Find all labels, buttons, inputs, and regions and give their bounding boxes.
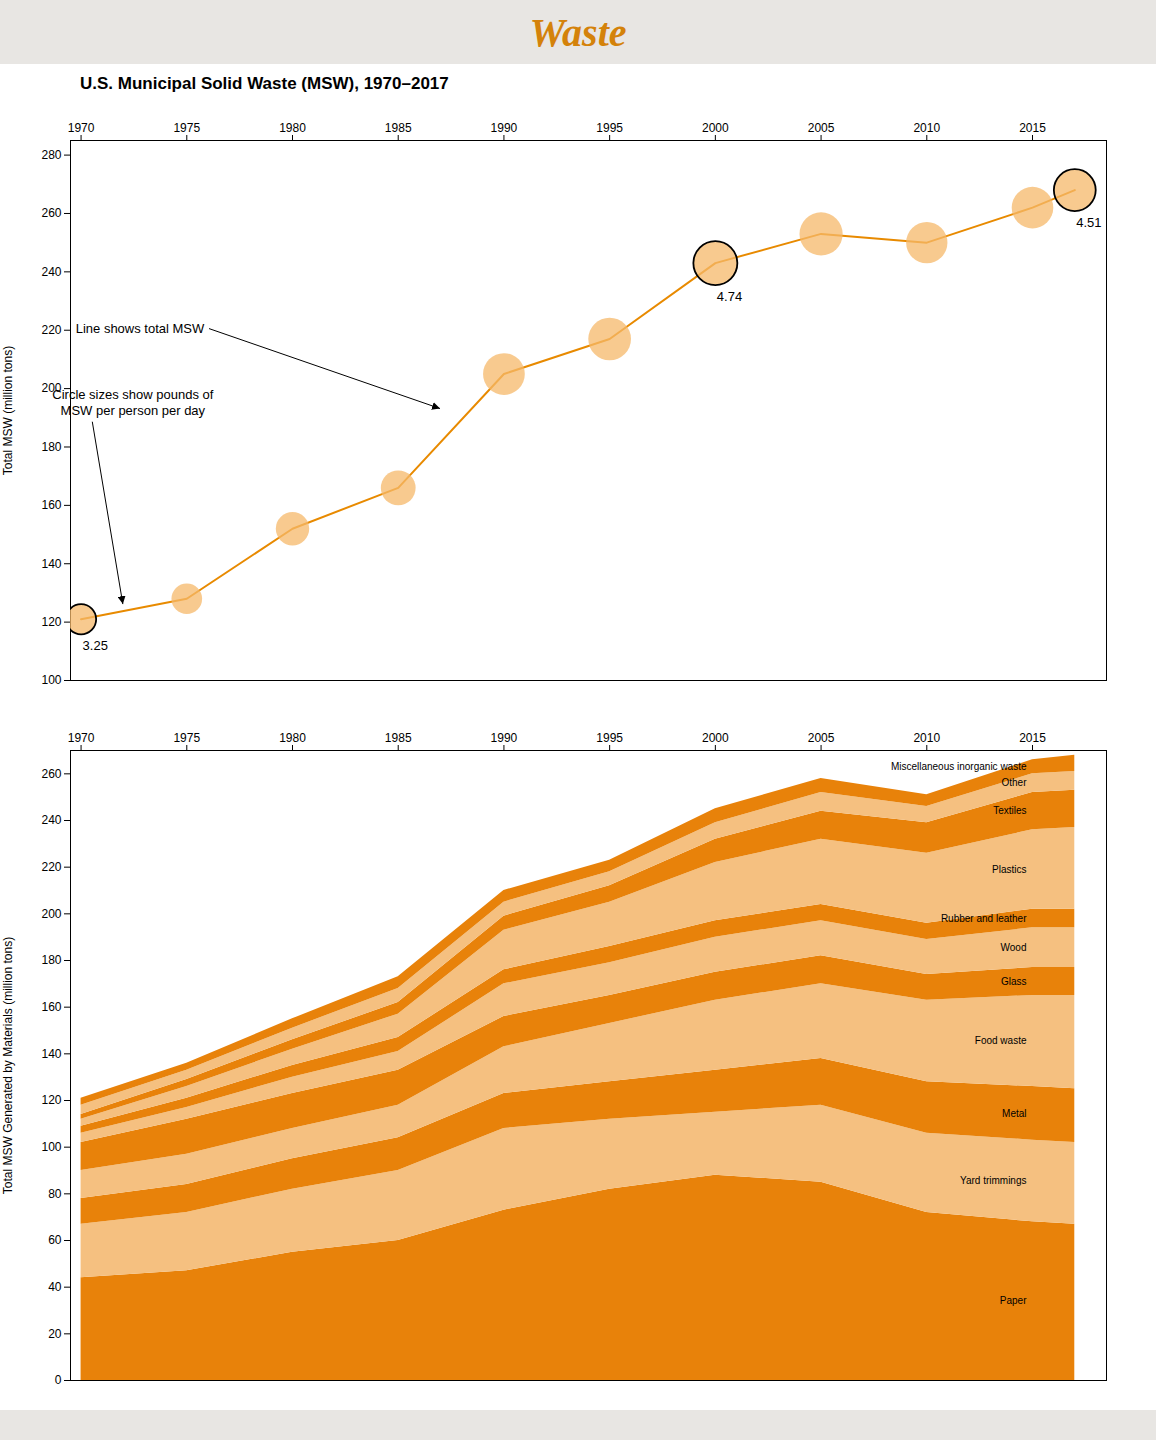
svg-text:200: 200 (41, 907, 61, 921)
svg-text:1990: 1990 (491, 121, 518, 135)
svg-text:Total MSW (million tons): Total MSW (million tons) (1, 346, 15, 475)
svg-text:160: 160 (41, 1000, 61, 1014)
svg-text:Miscellaneous inorganic waste: Miscellaneous inorganic waste (891, 761, 1027, 772)
svg-text:1980: 1980 (279, 731, 306, 745)
svg-text:220: 220 (41, 323, 61, 337)
svg-text:3.25: 3.25 (83, 638, 108, 653)
svg-text:1975: 1975 (173, 731, 200, 745)
svg-text:1985: 1985 (385, 121, 412, 135)
svg-text:2000: 2000 (702, 121, 729, 135)
svg-text:1985: 1985 (385, 731, 412, 745)
svg-text:140: 140 (41, 1047, 61, 1061)
svg-text:1975: 1975 (173, 121, 200, 135)
svg-text:1970: 1970 (68, 731, 95, 745)
svg-text:2010: 2010 (913, 731, 940, 745)
svg-text:280: 280 (41, 148, 61, 162)
svg-text:20: 20 (48, 1327, 62, 1341)
html-text:U.S. Municipal Solid Waste (MS: U.S. Municipal Solid Waste (MSW), 1970–2… (80, 74, 449, 93)
svg-text:160: 160 (41, 498, 61, 512)
svg-text:180: 180 (41, 440, 61, 454)
svg-text:2010: 2010 (913, 121, 940, 135)
svg-text:Rubber and leather: Rubber and leather (941, 913, 1027, 924)
svg-text:Line shows total MSW: Line shows total MSW (76, 321, 205, 336)
svg-text:120: 120 (41, 1093, 61, 1107)
svg-text:Metal: Metal (1002, 1108, 1026, 1119)
svg-text:1970: 1970 (68, 121, 95, 135)
svg-text:1995: 1995 (596, 121, 623, 135)
svg-text:Wood: Wood (1001, 942, 1027, 953)
svg-text:140: 140 (41, 557, 61, 571)
svg-text:2000: 2000 (702, 731, 729, 745)
svg-text:Yard trimmings: Yard trimmings (960, 1175, 1027, 1186)
svg-text:Glass: Glass (1001, 976, 1027, 987)
svg-text:4.74: 4.74 (717, 289, 742, 304)
svg-text:80: 80 (48, 1187, 62, 1201)
svg-text:Circle sizes show pounds ofMSW: Circle sizes show pounds ofMSW per perso… (52, 387, 214, 418)
svg-text:1995: 1995 (596, 731, 623, 745)
svg-text:180: 180 (41, 953, 61, 967)
svg-text:40: 40 (48, 1280, 62, 1294)
svg-text:0: 0 (55, 1373, 62, 1387)
svg-text:2005: 2005 (808, 731, 835, 745)
svg-text:100: 100 (41, 673, 61, 687)
svg-text:100: 100 (41, 1140, 61, 1154)
svg-text:4.51: 4.51 (1076, 215, 1101, 230)
svg-text:60: 60 (48, 1233, 62, 1247)
svg-text:Food waste: Food waste (975, 1035, 1027, 1046)
svg-text:Textiles: Textiles (993, 805, 1026, 816)
svg-text:Plastics: Plastics (992, 864, 1026, 875)
svg-text:220: 220 (41, 860, 61, 874)
svg-text:240: 240 (41, 265, 61, 279)
svg-text:1990: 1990 (491, 731, 518, 745)
svg-text:240: 240 (41, 813, 61, 827)
svg-text:260: 260 (41, 767, 61, 781)
svg-text:Paper: Paper (1000, 1295, 1027, 1306)
html-text:Waste: Waste (529, 9, 627, 55)
svg-text:Total MSW Generated by Materia: Total MSW Generated by Materials (millio… (1, 937, 15, 1194)
svg-text:Other: Other (1001, 777, 1027, 788)
svg-text:2005: 2005 (808, 121, 835, 135)
svg-text:120: 120 (41, 615, 61, 629)
svg-text:260: 260 (41, 206, 61, 220)
svg-text:2015: 2015 (1019, 121, 1046, 135)
svg-text:1980: 1980 (279, 121, 306, 135)
svg-text:2015: 2015 (1019, 731, 1046, 745)
